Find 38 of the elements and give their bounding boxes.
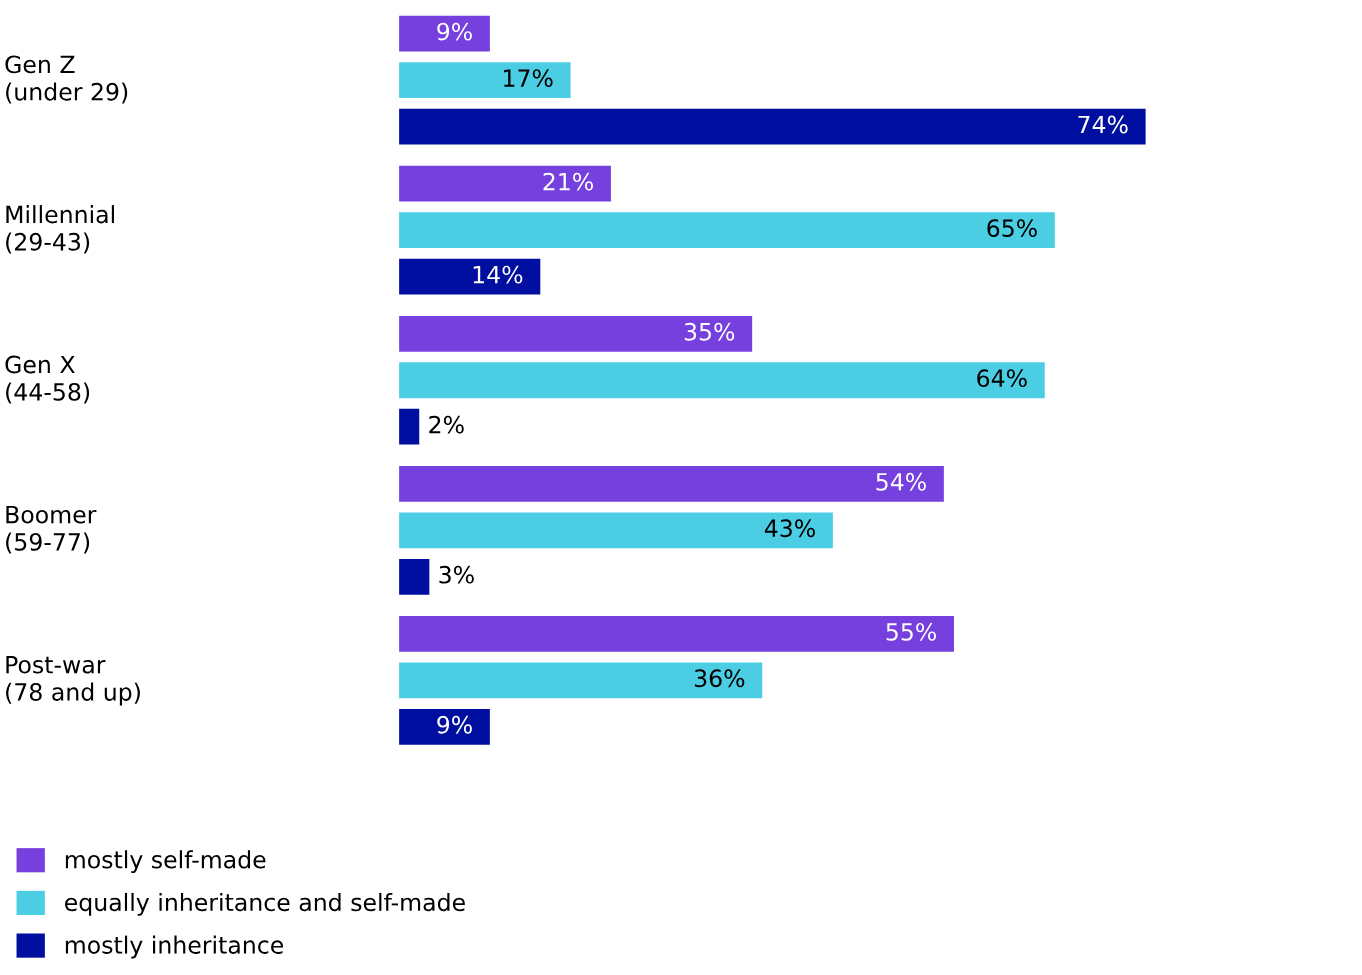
legend-label: mostly inheritance: [65, 935, 284, 959]
data-label: 3%: [439, 565, 474, 584]
bar: [399, 558, 430, 595]
bar: [399, 62, 571, 99]
y-tick-label: Boomer (59-77): [6, 505, 97, 554]
bar: [399, 15, 490, 52]
bar: [399, 258, 541, 295]
data-label: 55%: [886, 622, 936, 641]
data-label: 14%: [473, 265, 523, 284]
y-tick-label: Gen X (44-58): [5, 355, 90, 404]
y-tick-label: Post-war (78 and up): [6, 656, 140, 706]
bar: [399, 408, 420, 445]
legend-label: equally inheritance and self-made: [65, 892, 465, 916]
bar: [399, 212, 1055, 249]
data-label: 74%: [1078, 115, 1128, 134]
legend-label: mostly self-made: [65, 850, 266, 874]
data-label: 21%: [543, 172, 593, 191]
y-tick-label: Millennial (29-43): [6, 205, 114, 254]
data-label: 36%: [694, 669, 745, 688]
bar: [399, 708, 490, 745]
data-label: 35%: [684, 322, 735, 341]
data-label: 17%: [504, 69, 553, 87]
y-tick-label: Gen Z (under 29): [5, 55, 128, 104]
data-label: 43%: [764, 519, 815, 538]
data-label: 54%: [876, 472, 926, 491]
bar: [399, 108, 1146, 145]
bar: [399, 616, 954, 652]
data-label: 2%: [429, 415, 464, 434]
data-label: 9%: [437, 715, 472, 734]
bar: [399, 465, 944, 502]
data-label: 64%: [977, 369, 1027, 388]
bar: [399, 315, 753, 352]
data-label: 9%: [437, 22, 472, 41]
bar: [399, 165, 611, 202]
data-label: 65%: [987, 219, 1037, 238]
bar: [399, 512, 833, 549]
bar: [399, 362, 1045, 399]
bar: [399, 662, 763, 699]
